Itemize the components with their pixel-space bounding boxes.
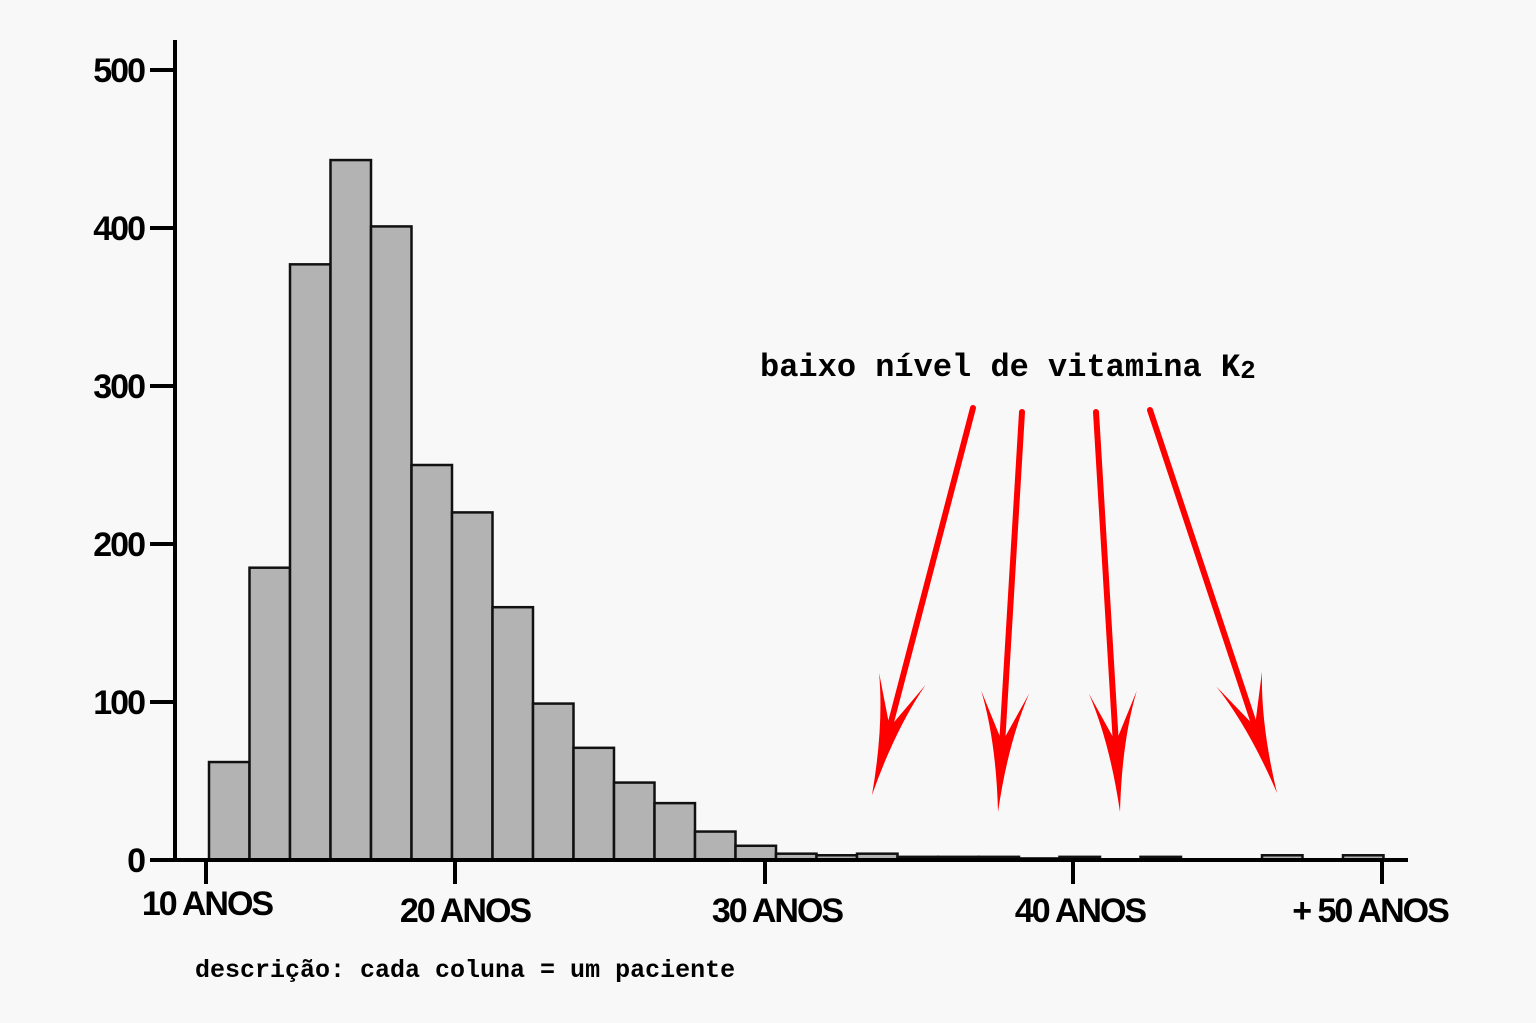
- red-arrowhead-icon: [1088, 690, 1137, 812]
- histogram-bar: [693, 830, 737, 862]
- red-arrow-shaft: [886, 405, 976, 731]
- axes: [173, 40, 1408, 862]
- y-tick-label: 300: [93, 368, 145, 406]
- y-tick-label: 100: [93, 684, 145, 722]
- x-tick-label: 10 ANOS: [142, 885, 274, 923]
- histogram-bar: [207, 760, 251, 862]
- red-arrows: [872, 405, 1277, 812]
- histogram-bar: [410, 463, 454, 862]
- histogram-bar: [288, 263, 332, 862]
- histogram-bar: [491, 605, 535, 862]
- histogram-bar: [572, 746, 616, 862]
- histogram-bar: [531, 702, 575, 862]
- x-tick-label: 20 ANOS: [400, 892, 532, 930]
- histogram-bar: [369, 225, 413, 862]
- y-tick-label: 400: [93, 210, 145, 248]
- histogram-bar: [653, 801, 697, 862]
- annotation-group: baixo nível de vitamina K2: [760, 349, 1277, 812]
- histogram-bar: [734, 844, 778, 862]
- y-tick-label: 0: [127, 842, 145, 880]
- red-arrowhead-icon: [872, 672, 926, 795]
- y-tick-label: 500: [93, 52, 145, 90]
- red-arrow-shaft: [999, 409, 1025, 746]
- annotation-text: baixo nível de vitamina K2: [760, 349, 1256, 386]
- red-arrow-shaft: [1093, 409, 1119, 746]
- histogram-bar: [248, 566, 292, 862]
- red-arrow-shaft: [1147, 407, 1258, 730]
- y-tick-label: 200: [93, 526, 145, 564]
- bars-group: [207, 158, 1385, 862]
- x-tick-label: 30 ANOS: [712, 892, 844, 930]
- red-arrowhead-icon: [1216, 671, 1277, 793]
- chart-description: descrição: cada coluna = um paciente: [195, 956, 735, 985]
- histogram-bar: [612, 781, 656, 862]
- x-tick-label: + 50 ANOS: [1292, 892, 1449, 930]
- y-ticks: 0 100 200 300 400 500: [93, 52, 175, 880]
- red-arrowhead-icon: [981, 690, 1030, 812]
- x-tick-label: 40 ANOS: [1015, 892, 1147, 930]
- histogram-bar: [329, 158, 373, 862]
- histogram-bar: [450, 511, 494, 862]
- x-ticks: 10 ANOS 20 ANOS 30 ANOS 40 ANOS + 50 ANOS: [142, 860, 1451, 930]
